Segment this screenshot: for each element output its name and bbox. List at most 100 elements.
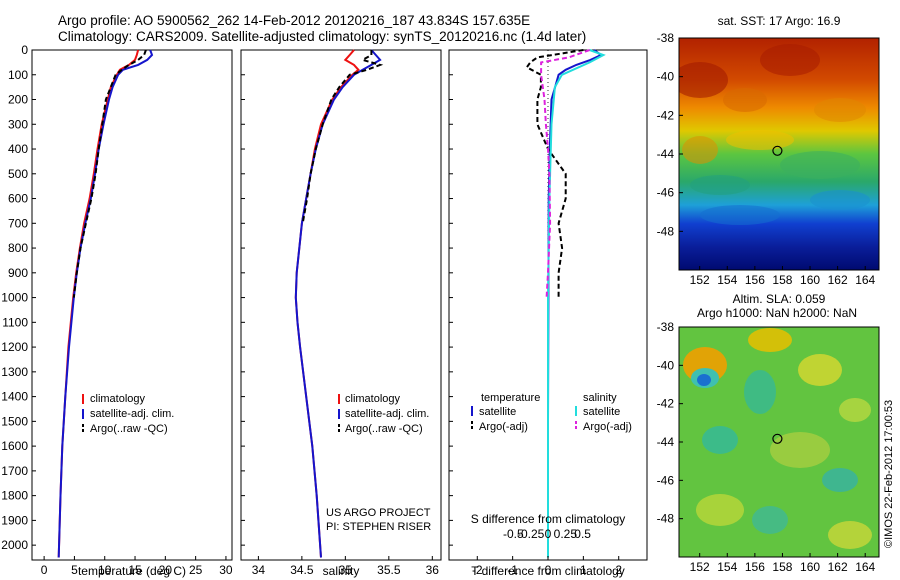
x2-tick-label: 0 [545, 527, 552, 541]
legend-label-s-satellite: satellite [583, 406, 620, 418]
map-y-tick-label: -48 [657, 224, 675, 238]
depth-tick-label: 900 [8, 266, 28, 280]
x2-tick-label: 0.25 [554, 527, 578, 541]
series-line-argo-raw-qc [72, 49, 147, 298]
series-line-climatology [294, 49, 360, 558]
depth-tick-label: 200 [8, 93, 28, 107]
depth-tick-label: 1300 [1, 365, 28, 379]
series-line-t-satellite [547, 49, 603, 558]
depth-tick-label: 1200 [1, 340, 28, 354]
imos-watermark: ©IMOS 22-Feb-2012 17:00:53 [883, 400, 895, 548]
x-tick-label: 15 [128, 563, 142, 577]
depth-tick-label: 1100 [2, 315, 28, 329]
depth-tick-label: 1500 [1, 414, 28, 428]
depth-tick-label: 300 [8, 117, 28, 131]
difference-x2label: S difference from climatology [471, 512, 626, 526]
legend-label-satellite: satellite-adj. clim. [90, 408, 174, 420]
depth-tick-label: 600 [8, 192, 28, 206]
legend-label-t-satellite: satellite [479, 406, 516, 418]
map-y-tick-label: -42 [657, 397, 675, 411]
salinity-panel-frame [240, 49, 442, 561]
depth-axis: 0 100 200 300 400 500 600 700 800 900 1000 1100 1200… [1, 43, 453, 552]
x-tick-label: 0 [41, 563, 48, 577]
map-x-tick-label: 162 [828, 560, 848, 574]
x-tick-label: 1 [580, 563, 587, 577]
sst-map-title: sat. SST: 17 Argo: 16.9 [718, 14, 841, 28]
map-x-tick-label: 156 [745, 273, 765, 287]
depth-tick-label: 1700 [1, 464, 28, 478]
map-y-tick-label: -44 [657, 147, 675, 161]
depth-tick-label: 1800 [1, 489, 28, 503]
map-y-tick-label: -48 [657, 512, 675, 526]
salinity-xlabel: salinity [323, 564, 360, 578]
series-line-argo-raw-qc [301, 50, 384, 224]
map-y-tick-label: -40 [657, 358, 675, 372]
figure-title-line1: Argo profile: AO 5900562_262 14-Feb-2012… [58, 13, 530, 28]
legend-label-climatology: climatology [90, 393, 146, 405]
x-tick-label: -2 [472, 563, 483, 577]
series-line-s-satellite [547, 49, 606, 558]
map-x-tick-label: 158 [772, 560, 792, 574]
figure-title-line2: Climatology: CARS2009. Satellite-adjuste… [58, 29, 586, 44]
depth-tick-label: 0 [21, 43, 28, 57]
map-axis-ticks: 152 154 156 158 160 162 164 -38 -40 -42 -44 -46 -48 1… [657, 31, 876, 574]
legend-label-satellite: satellite-adj. clim. [345, 408, 429, 420]
legend-label-t-argo: Argo(-adj) [479, 421, 528, 433]
x-tick-label: 20 [159, 563, 173, 577]
map-y-tick-label: -38 [657, 320, 675, 334]
temperature-panel-frame [31, 49, 233, 561]
credit-project: US ARGO PROJECT [326, 507, 431, 519]
map-x-tick-label: 164 [855, 273, 875, 287]
map-y-tick-label: -42 [657, 108, 675, 122]
map-x-tick-label: 160 [800, 273, 820, 287]
sst-map-image [679, 38, 879, 270]
depth-tick-label: 1400 [1, 390, 28, 404]
x-tick-label: -1 [507, 563, 518, 577]
sla-argo-marker [772, 433, 783, 444]
x-tick-label: 2 [615, 563, 622, 577]
sla-map-title-line1: Altim. SLA: 0.059 [733, 292, 826, 306]
series-line-s-argo-adj [540, 49, 590, 298]
x2-tick-label: -0.5 [503, 527, 524, 541]
x2-tick-label: -0.25 [517, 527, 545, 541]
depth-tick-label: 1900 [1, 513, 28, 527]
x-axis-ticks: 0 5 10 15 20 25 30 34 34.5 35 35.5 36 -2 -1 0 1 2 -0.5-0.… [41, 527, 623, 577]
x-tick-label: 5 [71, 563, 78, 577]
sla-map-title-line2: Argo h1000: NaN h2000: NaN [697, 306, 857, 320]
sla-map-image [679, 327, 879, 557]
x-tick-label: 30 [219, 563, 233, 577]
map-y-tick-label: -44 [657, 435, 675, 449]
map-y-tick-label: -40 [657, 70, 675, 84]
series-line-satellite-adj-clim [294, 49, 382, 558]
map-x-tick-label: 158 [772, 273, 792, 287]
legend-title-salinity: salinity [583, 392, 617, 404]
map-x-tick-label: 152 [690, 560, 710, 574]
series-line-t-argo-adj [525, 49, 584, 298]
map-x-tick-label: 156 [745, 560, 765, 574]
temperature-xlabel: temperature (deg C) [78, 564, 186, 578]
map-x-tick-label: 154 [717, 560, 737, 574]
temperature-legend: climatology satellite-adj. clim. Argo(..… [82, 393, 174, 435]
x-tick-label: 0 [545, 563, 552, 577]
map-y-tick-label: -38 [657, 31, 675, 45]
depth-tick-label: 800 [8, 241, 28, 255]
depth-tick-label: 100 [8, 68, 28, 82]
map-y-tick-label: -46 [657, 186, 675, 200]
map-y-tick-label: -46 [657, 473, 675, 487]
x2-tick-label: 0.5 [574, 527, 591, 541]
legend-label-s-argo: Argo(-adj) [583, 421, 632, 433]
sst-argo-marker [772, 145, 783, 156]
x-tick-label: 35 [339, 563, 353, 577]
credit-pi: PI: STEPHEN RISER [326, 521, 431, 533]
difference-legend: temperature salinity satellite Argo(-adj… [471, 392, 632, 433]
x-tick-label: 36 [426, 563, 440, 577]
difference-xlabel: T difference from climatology [471, 564, 625, 578]
x-tick-label: 34 [252, 563, 266, 577]
map-x-tick-label: 154 [717, 273, 737, 287]
depth-tick-label: 700 [8, 216, 28, 230]
depth-tick-label: 1600 [1, 439, 28, 453]
depth-tick-label: 400 [8, 142, 28, 156]
map-x-tick-label: 162 [828, 273, 848, 287]
x-tick-label: 34.5 [290, 563, 314, 577]
